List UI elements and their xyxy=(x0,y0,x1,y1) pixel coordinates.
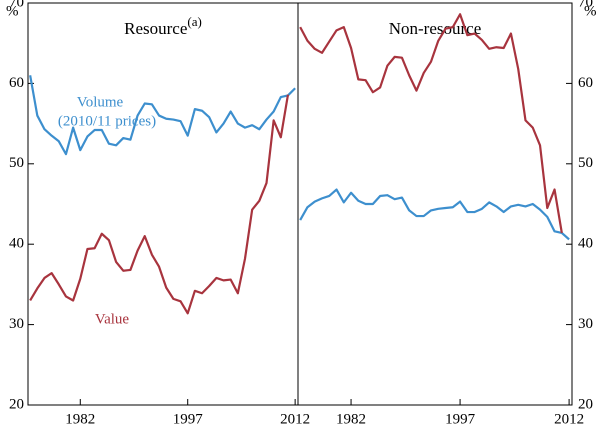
panel-title-text: Non-resource xyxy=(389,19,482,38)
x-tick-label: 1982 xyxy=(65,411,95,427)
annotation: Value xyxy=(95,311,129,327)
plot-frame xyxy=(297,2,573,406)
y-tick-label: 60 xyxy=(578,75,593,91)
x-tick-label: 2012 xyxy=(280,411,310,427)
y-tick-label: 20 xyxy=(9,396,24,412)
y-tick-label: 70 xyxy=(578,0,593,10)
y-axis-unit: % xyxy=(584,3,597,19)
y-tick-label: 50 xyxy=(578,155,593,171)
y-tick-label: 50 xyxy=(9,155,24,171)
x-tick-label: 1997 xyxy=(173,411,204,427)
series-line xyxy=(299,13,563,234)
y-axis-unit: % xyxy=(6,3,19,19)
panel-title: Resource(a) xyxy=(124,14,202,38)
y-tick-label: 20 xyxy=(578,396,593,412)
y-tick-label: 30 xyxy=(9,316,24,332)
y-tick-label: 40 xyxy=(578,236,593,252)
x-tick-label: 1997 xyxy=(445,411,476,427)
panel-title-text: Resource xyxy=(124,19,187,38)
x-tick-label: 1982 xyxy=(336,411,366,427)
x-tick-label: 2012 xyxy=(554,411,584,427)
series-line xyxy=(29,75,296,156)
y-tick-label: 70 xyxy=(9,0,24,10)
series-line xyxy=(29,94,290,315)
annotation: Volume xyxy=(77,94,124,110)
annotation: (2010/11 prices) xyxy=(58,113,156,129)
panel-title-note: (a) xyxy=(187,14,201,29)
y-tick-label: 30 xyxy=(578,316,593,332)
y-tick-label: 60 xyxy=(9,75,24,91)
panel-title: Non-resource xyxy=(389,19,482,38)
y-tick-label: 40 xyxy=(9,236,24,252)
series-line xyxy=(299,188,570,241)
